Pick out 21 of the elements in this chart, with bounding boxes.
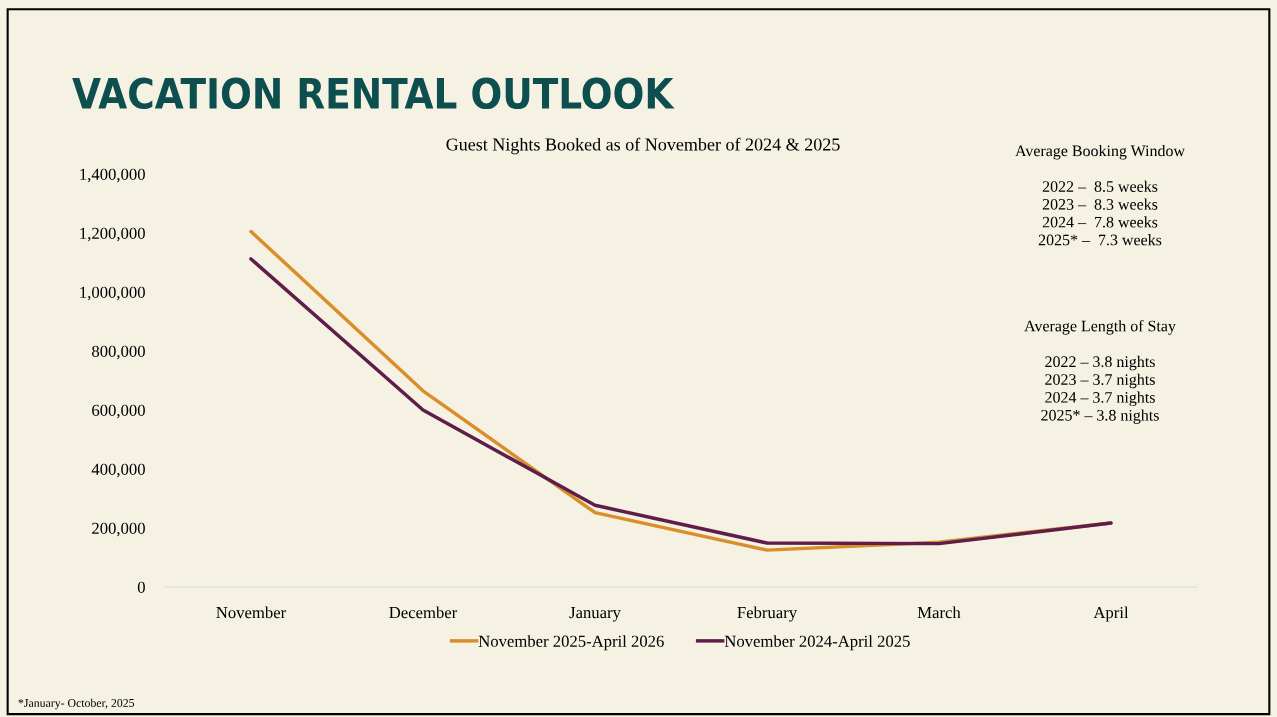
x-tick-label: November xyxy=(216,606,287,619)
y-tick-label: 0 xyxy=(137,581,145,593)
y-tick-label: 400,000 xyxy=(91,463,145,478)
x-tick-label: February xyxy=(737,606,798,622)
legend-label: November 2025-April 2026 xyxy=(478,635,664,651)
y-tick-label: 1,000,000 xyxy=(80,286,145,301)
y-tick-label: 800,000 xyxy=(92,345,145,360)
y-tick-label: 1,400,000 xyxy=(80,168,145,183)
text: Average Booking Window 2022 – 8.5 weeks 2023 – 8.3 weeks 2024 – 7.8 weeks 2025* – 7.3 weeks xyxy=(1015,145,1185,246)
y-tick-label: 1,200,000 xyxy=(80,227,145,242)
legend-label: November 2024-April 2025 xyxy=(724,635,910,651)
x-tick-label: March xyxy=(917,606,961,619)
y-tick-label: 200,000 xyxy=(92,522,145,537)
x-tick-label: December xyxy=(389,606,458,619)
chart-title: VACATION RENTAL OUTLOOK xyxy=(72,77,675,110)
text: *January- October, 2025 xyxy=(18,698,135,710)
x-tick-label: January xyxy=(569,607,621,622)
chart-subtitle: Guest Nights Booked as of November of 2024 & 2025 xyxy=(446,137,840,155)
text: Average Length of Stay 2022 – 3.8 nights 2023 – 3.7 nights 2024 – 3.7 nights 2025* – 3.8 nights xyxy=(1024,320,1176,424)
y-tick-label: 600,000 xyxy=(92,404,145,419)
x-tick-label: April xyxy=(1093,606,1129,622)
